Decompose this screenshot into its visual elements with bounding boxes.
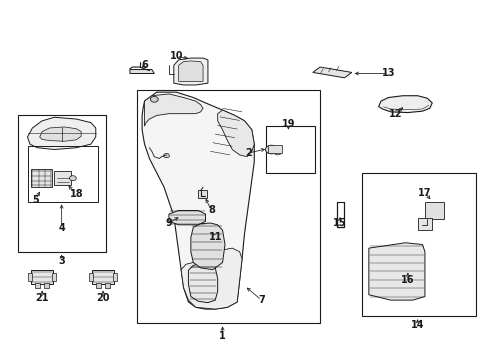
Bar <box>18 116 105 252</box>
Polygon shape <box>27 117 96 149</box>
Text: 8: 8 <box>207 206 214 216</box>
Text: 13: 13 <box>381 68 394 78</box>
Bar <box>31 270 53 284</box>
Text: 21: 21 <box>35 293 49 303</box>
Polygon shape <box>181 248 242 309</box>
Bar <box>266 126 315 173</box>
Circle shape <box>273 149 281 155</box>
Circle shape <box>150 96 158 102</box>
Text: 1: 1 <box>219 331 225 341</box>
Text: 19: 19 <box>281 120 295 129</box>
Bar <box>52 273 56 282</box>
Polygon shape <box>368 243 424 300</box>
Text: 2: 2 <box>244 148 251 158</box>
Bar <box>424 202 444 220</box>
Polygon shape <box>188 263 217 303</box>
Circle shape <box>163 153 169 158</box>
Bar <box>105 283 110 288</box>
Text: 20: 20 <box>96 293 110 303</box>
Text: 17: 17 <box>417 188 431 198</box>
Bar <box>27 146 98 202</box>
Polygon shape <box>40 127 81 141</box>
Text: 11: 11 <box>208 232 222 242</box>
Polygon shape <box>312 67 351 78</box>
Bar <box>96 283 101 288</box>
Bar <box>417 218 431 230</box>
Circle shape <box>69 176 76 181</box>
Polygon shape <box>130 69 154 73</box>
Text: 3: 3 <box>58 256 65 266</box>
Text: 4: 4 <box>58 224 65 233</box>
Text: 15: 15 <box>332 218 346 228</box>
Polygon shape <box>173 58 207 85</box>
Polygon shape <box>144 94 203 126</box>
Text: 12: 12 <box>388 109 402 119</box>
Polygon shape <box>168 211 205 225</box>
Text: 18: 18 <box>69 189 83 199</box>
Bar <box>267 145 281 153</box>
Circle shape <box>265 145 277 154</box>
Bar <box>198 190 206 198</box>
Bar <box>89 273 93 282</box>
Text: 5: 5 <box>32 195 39 205</box>
Bar <box>92 270 114 284</box>
Polygon shape <box>31 169 52 187</box>
Text: 7: 7 <box>258 295 264 305</box>
Bar <box>44 283 49 288</box>
Text: 9: 9 <box>165 218 172 228</box>
Polygon shape <box>54 171 71 185</box>
Bar <box>137 90 320 323</box>
Polygon shape <box>378 96 431 113</box>
Polygon shape <box>178 61 203 81</box>
Polygon shape <box>217 110 254 157</box>
Polygon shape <box>142 92 254 309</box>
Bar <box>28 273 32 282</box>
Text: 14: 14 <box>410 320 424 330</box>
Text: 16: 16 <box>400 275 414 285</box>
Text: 6: 6 <box>141 60 147 70</box>
Text: 10: 10 <box>169 51 183 61</box>
Bar <box>361 173 475 316</box>
Bar <box>113 273 117 282</box>
Bar <box>35 283 40 288</box>
Polygon shape <box>190 223 224 270</box>
